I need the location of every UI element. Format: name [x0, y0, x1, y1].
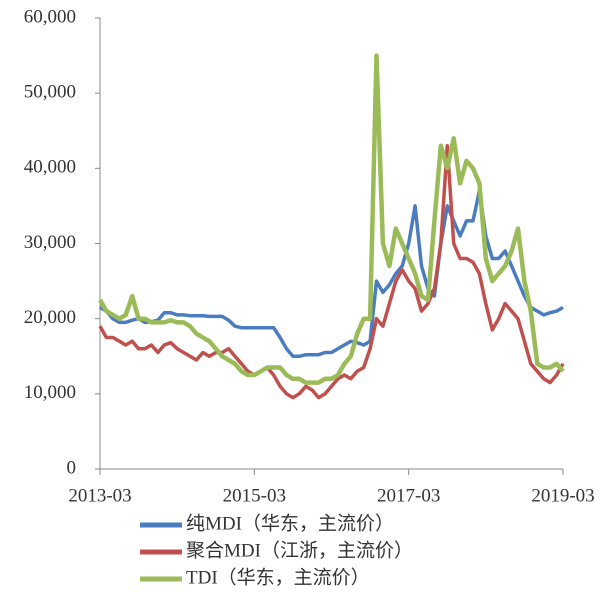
x-tick-label: 2019-03: [531, 485, 594, 506]
series-line: [98, 144, 565, 400]
y-tick-label: 40,000: [24, 157, 76, 178]
x-tick-label: 2013-03: [68, 485, 131, 506]
x-tick-label: 2017-03: [377, 485, 440, 506]
y-tick-label: 10,000: [24, 382, 76, 403]
legend-label: 纯MDI（华东，主流价）: [186, 512, 394, 534]
y-tick-label: 30,000: [24, 232, 76, 253]
y-tick-label: 20,000: [24, 307, 76, 328]
y-tick-label: 60,000: [24, 6, 76, 27]
x-tick-label: 2015-03: [223, 485, 286, 506]
y-tick-label: 50,000: [24, 82, 76, 103]
legend-label: 聚合MDI（江浙，主流价）: [186, 539, 413, 561]
y-tick-label: 0: [67, 457, 77, 478]
series-line: [98, 53, 565, 385]
legend-label: TDI（华东，主流价）: [186, 566, 370, 588]
series-line: [99, 189, 564, 359]
